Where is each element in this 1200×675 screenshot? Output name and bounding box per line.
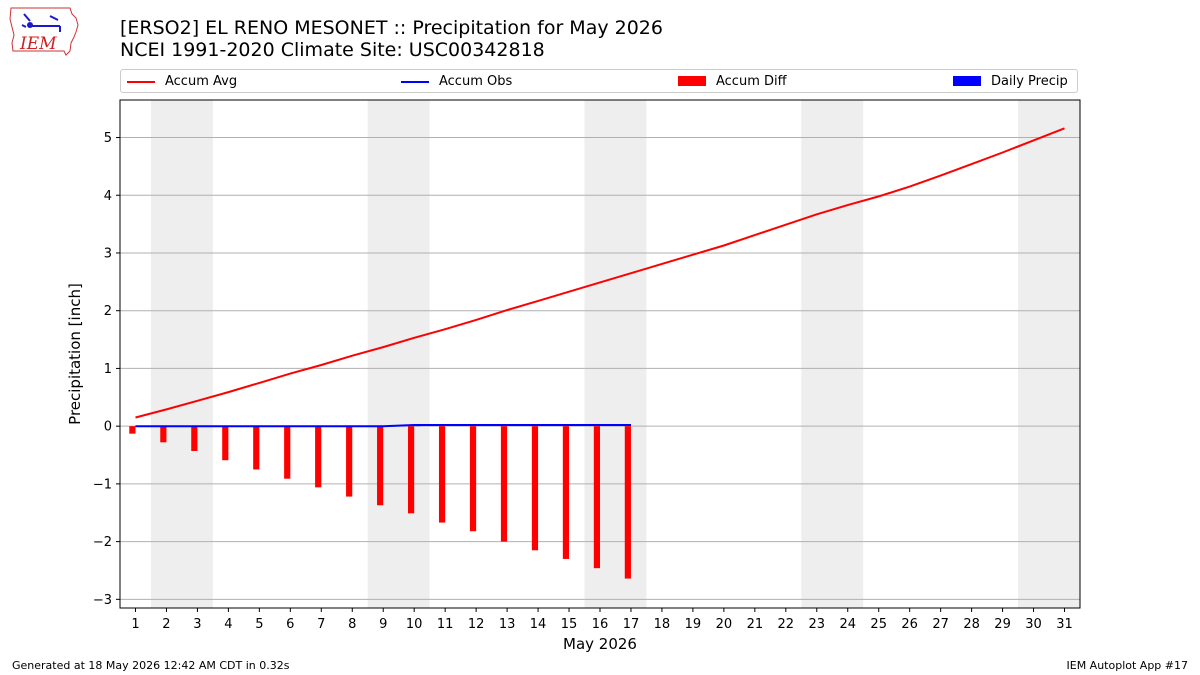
- legend-swatch-accum-obs: [401, 81, 429, 83]
- x-tick-label-7: 7: [317, 617, 325, 632]
- x-tick-label-27: 27: [932, 617, 949, 632]
- iem-logo: IEM: [9, 7, 79, 56]
- x-tick-label-15: 15: [561, 617, 578, 632]
- x-tick-label-13: 13: [499, 617, 516, 632]
- x-tick-label-9: 9: [379, 617, 387, 632]
- weekend-shade-3: [801, 100, 864, 608]
- legend-label-daily-precip: Daily Precip: [991, 74, 1068, 89]
- weekend-shade-0: [150, 100, 213, 608]
- x-tick-label-18: 18: [654, 617, 671, 632]
- legend-item-accum-avg: Accum Avg: [127, 74, 287, 90]
- x-tick-label-16: 16: [592, 617, 609, 632]
- x-tick-label-26: 26: [901, 617, 918, 632]
- x-tick-label-5: 5: [255, 617, 263, 632]
- x-axis-label: May 2026: [563, 635, 637, 653]
- weekend-shade-4: [1018, 100, 1080, 608]
- y-tick-label-0: 0: [104, 420, 112, 435]
- accum-diff-bar-9: [377, 426, 384, 506]
- x-tick-label-30: 30: [1025, 617, 1042, 632]
- y-tick-label-4: 4: [104, 189, 112, 204]
- accum-avg-line: [135, 127, 1065, 419]
- x-tick-label-20: 20: [716, 617, 733, 632]
- y-axis-ticks: −3 −2 −1 0 1 2 3 4 5: [93, 131, 120, 608]
- accum-diff-bar-5: [253, 426, 260, 470]
- x-tick-label-19: 19: [685, 617, 702, 632]
- x-tick-label-17: 17: [623, 617, 640, 632]
- logo-text: IEM: [19, 34, 57, 54]
- x-tick-label-1: 1: [131, 617, 139, 632]
- footer-generated: Generated at 18 May 2026 12:42 AM CDT in…: [12, 659, 290, 672]
- chart-title: [ERSO2] EL RENO MESONET :: Precipitation…: [120, 17, 663, 39]
- x-tick-label-12: 12: [468, 617, 485, 632]
- iowa-state-outline-logo-icon: [9, 7, 79, 56]
- legend-label-accum-avg: Accum Avg: [165, 74, 238, 89]
- x-tick-label-4: 4: [224, 617, 232, 632]
- accum-diff-bar-14: [531, 426, 539, 551]
- x-tick-label-23: 23: [809, 617, 826, 632]
- legend-item-daily-precip: Daily Precip: [953, 74, 1073, 90]
- weather-station-icon: [21, 13, 61, 32]
- accum-diff-bar-12: [469, 426, 477, 532]
- accum-diff-bar-13: [500, 426, 508, 542]
- legend-label-accum-obs: Accum Obs: [439, 74, 513, 89]
- footer-app-id: IEM Autoplot App #17: [1066, 659, 1189, 672]
- x-axis-ticks: 1 2 3 4 5 6 7 8 9 10 11 12 13 14 15 16 17 18 19 20 21 22 23 24 2…: [131, 608, 1073, 632]
- legend-swatch-accum-avg: [127, 81, 155, 83]
- accum-diff-bar-6: [284, 426, 291, 479]
- accum-diff-bar-15: [562, 426, 570, 559]
- x-tick-label-11: 11: [437, 617, 454, 632]
- x-tick-label-22: 22: [778, 617, 795, 632]
- y-tick-label--3: −3: [93, 593, 112, 608]
- x-tick-label-3: 3: [193, 617, 201, 632]
- accum-diff-bar-8: [346, 426, 353, 497]
- bar-marks: [129, 425, 631, 579]
- weekend-shade-1: [367, 100, 430, 608]
- x-tick-label-8: 8: [348, 617, 356, 632]
- accum-obs-line: [135, 424, 631, 428]
- y-tick-label--1: −1: [93, 477, 112, 492]
- rain-drop-icon: [27, 22, 33, 28]
- x-tick-label-10: 10: [406, 617, 423, 632]
- x-tick-label-31: 31: [1056, 617, 1073, 632]
- accum-diff-bar-4: [222, 426, 229, 461]
- x-tick-label-29: 29: [994, 617, 1011, 632]
- chart-subtitle: NCEI 1991-2020 Climate Site: USC00342818: [120, 39, 545, 61]
- y-tick-label-3: 3: [104, 246, 112, 261]
- line-marks: [135, 127, 1065, 428]
- x-tick-label-25: 25: [870, 617, 887, 632]
- accum-diff-bar-2: [160, 426, 167, 443]
- y-tick-label-1: 1: [104, 362, 112, 377]
- accum-diff-bar-1: [129, 426, 136, 434]
- accum-diff-bar-10: [408, 426, 415, 514]
- y-axis-label: Precipitation [inch]: [66, 283, 84, 425]
- x-tick-label-24: 24: [839, 617, 856, 632]
- x-tick-label-2: 2: [162, 617, 170, 632]
- chart-legend: Accum Avg Accum Obs Accum Diff Daily Pre…: [120, 69, 1078, 93]
- y-tick-label--2: −2: [93, 535, 112, 550]
- legend-label-accum-diff: Accum Diff: [716, 74, 787, 89]
- x-tick-label-14: 14: [530, 617, 547, 632]
- legend-item-accum-diff: Accum Diff: [678, 74, 838, 90]
- y-tick-label-2: 2: [104, 304, 112, 319]
- x-tick-label-6: 6: [286, 617, 294, 632]
- chart-title-block: [ERSO2] EL RENO MESONET :: Precipitation…: [120, 17, 663, 61]
- y-tick-label-5: 5: [104, 131, 112, 146]
- legend-swatch-daily-precip: [953, 76, 981, 86]
- accum-diff-bar-16: [593, 426, 600, 569]
- accum-diff-bar-7: [315, 426, 322, 488]
- accum-diff-bar-11: [438, 426, 446, 523]
- x-tick-label-28: 28: [963, 617, 980, 632]
- legend-swatch-accum-diff: [678, 76, 706, 86]
- x-tick-label-21: 21: [747, 617, 764, 632]
- accum-diff-bar-17: [624, 426, 631, 579]
- legend-item-accum-obs: Accum Obs: [401, 74, 561, 90]
- accum-diff-bar-3: [191, 426, 198, 451]
